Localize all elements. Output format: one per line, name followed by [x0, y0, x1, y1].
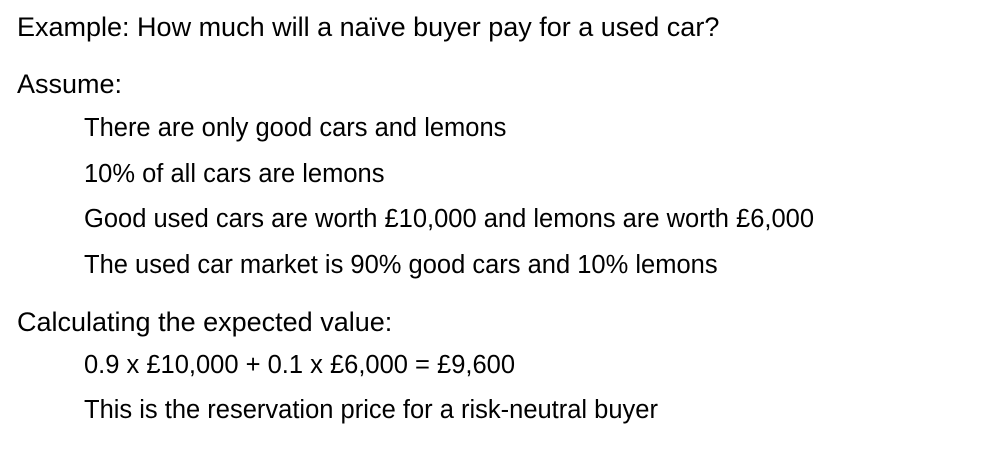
conclusion-text: This is the reservation price for a risk… [84, 396, 658, 424]
example-heading: Example: How much will a naïve buyer pay… [17, 12, 720, 42]
assumption-item: The used car market is 90% good cars and… [84, 251, 718, 279]
assumption-item: There are only good cars and lemons [84, 114, 507, 142]
assumption-item: 10% of all cars are lemons [84, 160, 385, 188]
calculation-formula: 0.9 x £10,000 + 0.1 x £6,000 = £9,600 [84, 351, 516, 379]
assume-label: Assume: [17, 69, 123, 99]
calculation-label: Calculating the expected value: [17, 307, 393, 337]
assumption-item: Good used cars are worth £10,000 and lem… [84, 205, 815, 233]
